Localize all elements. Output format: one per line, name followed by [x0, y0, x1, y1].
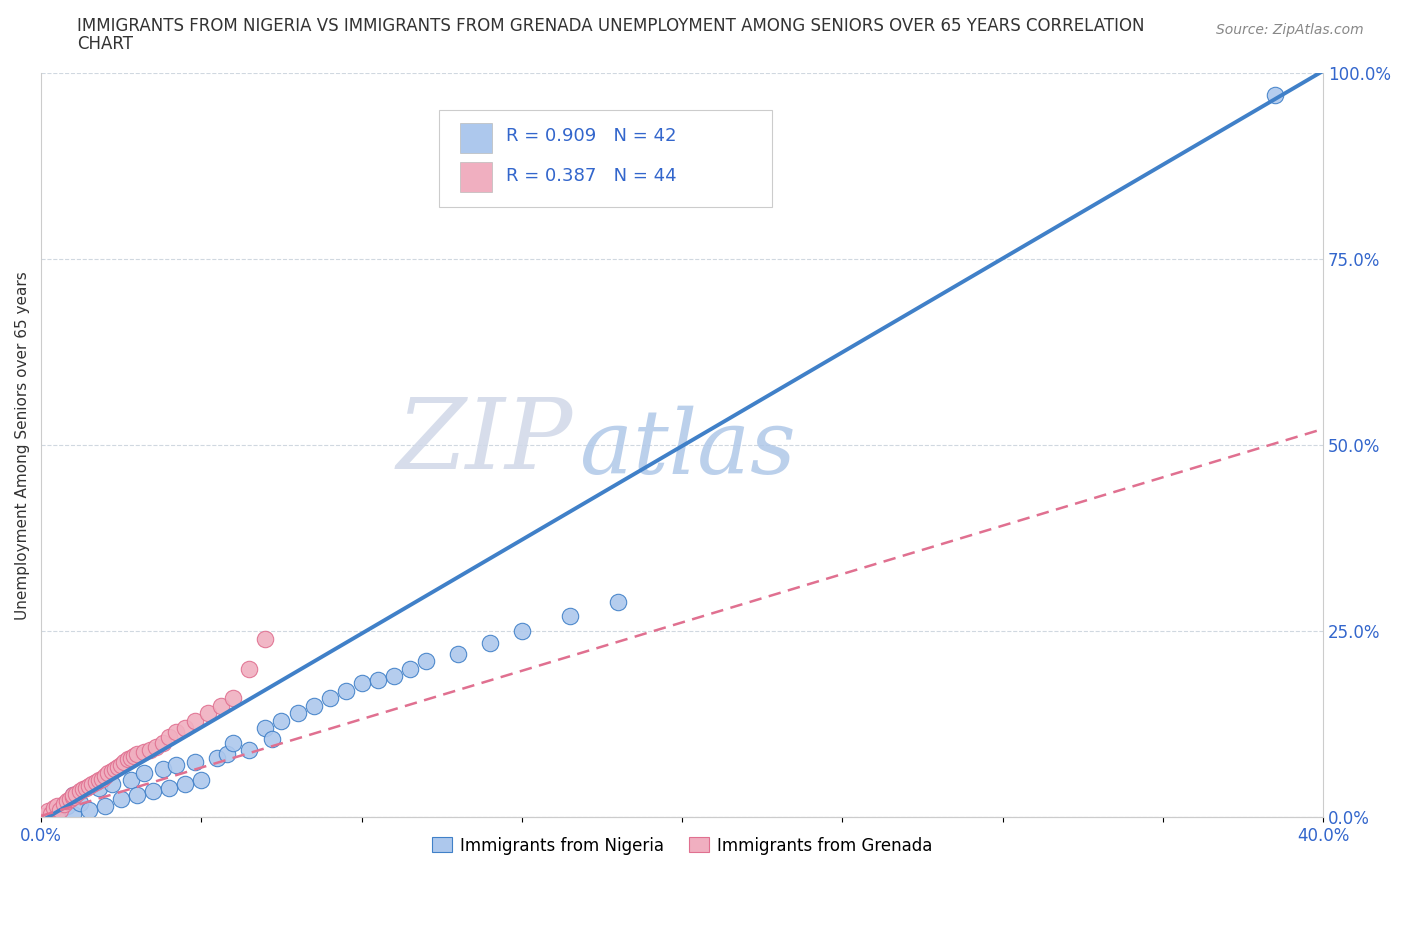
Point [238, 743, 260, 758]
Point [127, 788, 149, 803]
Legend: Immigrants from Nigeria, Immigrants from Grenada: Immigrants from Nigeria, Immigrants from… [425, 830, 939, 861]
Point [42, 801, 65, 816]
Point [165, 724, 187, 739]
Point [197, 706, 219, 721]
Point [238, 661, 260, 676]
Point [350, 676, 373, 691]
Point [152, 762, 174, 777]
Point [398, 661, 420, 676]
Point [75, 780, 97, 795]
Point [94, 799, 117, 814]
Point [72, 782, 94, 797]
Point [152, 736, 174, 751]
Point [222, 736, 245, 751]
Point [100, 777, 122, 791]
Point [117, 752, 139, 767]
Point [207, 751, 229, 765]
Point [558, 609, 581, 624]
Point [1264, 88, 1286, 103]
Point [84, 775, 107, 790]
Point [184, 754, 207, 769]
Point [87, 780, 110, 795]
Point [215, 747, 238, 762]
Point [122, 749, 145, 764]
Point [270, 713, 292, 728]
Point [69, 784, 91, 799]
FancyBboxPatch shape [460, 163, 492, 193]
Point [157, 780, 180, 795]
Point [55, 793, 77, 808]
Point [46, 806, 69, 821]
Text: CHART: CHART [77, 35, 134, 53]
Point [382, 669, 405, 684]
Point [132, 745, 155, 760]
Point [77, 803, 100, 817]
Point [367, 672, 389, 687]
Y-axis label: Unemployment Among Seniors over 65 years: Unemployment Among Seniors over 65 years [15, 271, 30, 619]
Text: ZIP: ZIP [396, 394, 574, 489]
Point [62, 788, 84, 803]
Point [157, 730, 180, 745]
Point [97, 765, 120, 780]
Point [335, 684, 357, 698]
Point [447, 646, 470, 661]
Point [318, 691, 340, 706]
Point [65, 786, 87, 801]
Point [82, 777, 104, 791]
Point [104, 762, 127, 777]
FancyBboxPatch shape [439, 111, 772, 207]
Point [165, 758, 187, 773]
Point [254, 721, 277, 736]
Point [77, 778, 100, 793]
Point [139, 743, 162, 758]
Point [132, 765, 155, 780]
Point [69, 795, 91, 810]
Point [478, 635, 501, 650]
Point [120, 751, 142, 765]
Point [46, 799, 69, 814]
Point [34, 808, 56, 823]
Point [87, 773, 110, 788]
Point [222, 691, 245, 706]
Text: IMMIGRANTS FROM NIGERIA VS IMMIGRANTS FROM GRENADA UNEMPLOYMENT AMONG SENIORS OV: IMMIGRANTS FROM NIGERIA VS IMMIGRANTS FR… [77, 17, 1144, 34]
Point [174, 777, 197, 791]
Point [287, 706, 309, 721]
Text: atlas: atlas [579, 405, 796, 492]
Text: R = 0.909   N = 42: R = 0.909 N = 42 [506, 127, 676, 145]
Point [209, 698, 232, 713]
Point [100, 764, 122, 778]
Point [59, 791, 82, 806]
Point [94, 769, 117, 784]
Point [91, 771, 114, 786]
Point [127, 747, 149, 762]
Point [55, 799, 77, 814]
Point [110, 791, 132, 806]
Point [110, 758, 132, 773]
Point [510, 624, 533, 639]
Point [260, 732, 283, 747]
Point [302, 698, 325, 713]
Point [120, 773, 142, 788]
Point [62, 806, 84, 821]
Point [62, 790, 84, 804]
Point [142, 784, 165, 799]
Point [37, 804, 59, 819]
Point [39, 806, 62, 821]
FancyBboxPatch shape [460, 123, 492, 153]
Point [190, 773, 212, 788]
Point [114, 754, 136, 769]
Point [52, 797, 75, 812]
Point [607, 594, 630, 609]
Text: Source: ZipAtlas.com: Source: ZipAtlas.com [1216, 23, 1364, 37]
Point [174, 721, 197, 736]
Text: R = 0.387   N = 44: R = 0.387 N = 44 [506, 166, 678, 185]
Point [49, 803, 72, 817]
Point [107, 760, 129, 775]
Point [145, 739, 167, 754]
Point [62, 788, 84, 803]
Point [184, 713, 207, 728]
Point [254, 631, 277, 646]
Point [415, 654, 437, 669]
